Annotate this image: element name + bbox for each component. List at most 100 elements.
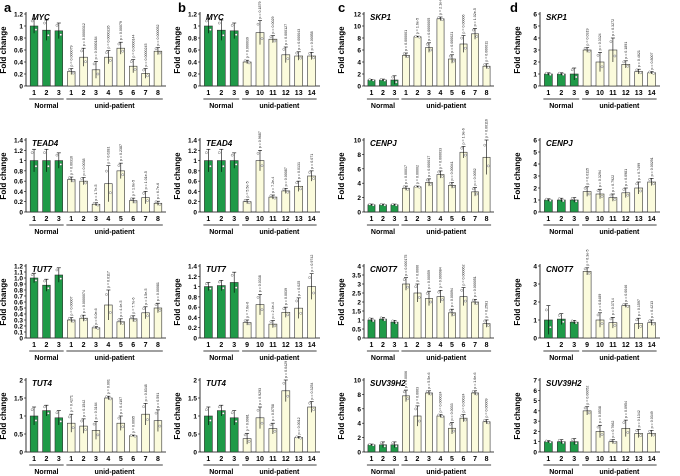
- y-tick-label: 1.2: [14, 12, 23, 19]
- y-tick-label: 1.0: [14, 276, 23, 283]
- replicate-point: [626, 305, 630, 308]
- replicate-point: [154, 47, 158, 50]
- y-tick-label: 1.1: [14, 270, 23, 277]
- gene-title: TUT7: [32, 265, 53, 274]
- replicate-point: [429, 182, 433, 186]
- replicate-point: [55, 268, 59, 272]
- x-tick-label: 8: [156, 456, 160, 463]
- x-tick-label: 1: [404, 342, 408, 349]
- replicate-point: [596, 313, 600, 317]
- bar: [482, 65, 491, 87]
- y-tick-label: 4: [533, 408, 537, 415]
- p-value-label: p = 0.0000312: [82, 23, 86, 46]
- x-tick-label: 3: [393, 342, 397, 349]
- x-tick-label: 2: [559, 216, 563, 223]
- x-tick-label: 3: [57, 342, 61, 349]
- p-value-label: p = 1.6e-5: [416, 18, 420, 34]
- replicate-point: [230, 273, 234, 277]
- replicate-point: [406, 188, 410, 191]
- replicate-point: [429, 48, 433, 52]
- p-value-label: p = 0.9293: [258, 388, 262, 405]
- p-value-label: p = 0.0758: [271, 404, 275, 421]
- group-label-patient: unid-patient: [95, 469, 136, 476]
- y-axis-label: Fold change: [0, 278, 8, 326]
- bar: [42, 284, 51, 339]
- p-value-label: p = 0.00052: [585, 386, 589, 405]
- replicate-point: [394, 80, 398, 84]
- replicate-point: [379, 78, 383, 81]
- x-tick-label: 2: [381, 456, 385, 463]
- group-label-normal: Normal: [209, 469, 233, 476]
- replicate-point: [545, 308, 548, 312]
- x-tick-label: 2: [44, 216, 48, 223]
- replicate-point: [417, 35, 421, 39]
- x-tick-label: 2: [559, 342, 563, 349]
- x-tick-label: 2: [82, 342, 86, 349]
- x-tick-label: 1: [370, 342, 374, 349]
- p-value-label: p = 0.2581: [485, 301, 489, 318]
- x-tick-label: 5: [119, 216, 123, 223]
- replicate-point: [483, 319, 487, 323]
- replicate-point: [154, 411, 158, 415]
- x-tick-label: 3: [572, 456, 576, 463]
- replicate-point: [71, 319, 75, 323]
- gene-title: TUT4: [32, 379, 53, 388]
- replicate-point: [117, 318, 121, 322]
- replicate-point: [129, 433, 133, 437]
- replicate-point: [260, 421, 264, 425]
- replicate-point: [256, 408, 260, 412]
- x-tick-label: 12: [282, 216, 290, 223]
- replicate-point: [71, 71, 75, 75]
- x-tick-label: 14: [648, 342, 656, 349]
- replicate-point: [34, 419, 38, 422]
- replicate-point: [121, 49, 124, 53]
- x-tick-label: 2: [219, 216, 223, 223]
- x-tick-label: 3: [94, 456, 98, 463]
- p-value-label: p = 1.6e-5: [131, 180, 135, 196]
- replicate-point: [471, 187, 475, 191]
- replicate-point: [635, 429, 639, 432]
- x-tick-label: 7: [144, 342, 148, 349]
- y-axis-label: Fold change: [0, 392, 8, 440]
- y-tick-label: 0: [357, 450, 361, 457]
- replicate-point: [635, 318, 639, 322]
- replicate-point: [463, 153, 467, 157]
- p-value-label: p = 0.001: [107, 379, 111, 394]
- x-tick-label: 14: [308, 216, 316, 223]
- p-value-label: p = 0.591: [156, 393, 160, 408]
- replicate-point: [391, 319, 395, 323]
- bar: [307, 406, 316, 453]
- replicate-point: [282, 307, 286, 310]
- x-tick-label: 10: [256, 90, 264, 97]
- x-tick-label: 5: [119, 342, 123, 349]
- y-tick-label: 0: [19, 336, 23, 343]
- replicate-point: [549, 199, 552, 202]
- replicate-point: [80, 177, 83, 180]
- replicate-point: [626, 431, 630, 434]
- replicate-point: [545, 197, 548, 201]
- replicate-point: [59, 420, 63, 423]
- y-tick-label: 0.9: [14, 282, 23, 289]
- bar: [425, 182, 433, 213]
- p-value-label: p = 0.000021: [450, 32, 454, 53]
- y-tick-label: 1: [533, 72, 537, 79]
- y-tick-label: 1.4: [14, 138, 23, 145]
- gene-title: TUT4: [206, 379, 227, 388]
- p-value-label: p = 0.0063: [416, 387, 420, 404]
- replicate-point: [613, 441, 617, 445]
- x-tick-label: 12: [622, 216, 630, 223]
- replicate-point: [371, 443, 375, 447]
- y-tick-label: 0.2: [14, 324, 23, 331]
- x-tick-label: 4: [106, 342, 110, 349]
- p-value-label: p = 0.3294: [598, 170, 602, 187]
- replicate-point: [583, 47, 587, 50]
- y-tick-label: 10: [354, 138, 362, 145]
- y-tick-label: 0.5: [188, 432, 197, 439]
- y-tick-label: 0: [357, 84, 361, 91]
- x-tick-label: 14: [308, 90, 316, 97]
- y-tick-label: 5: [533, 398, 537, 405]
- bar: [621, 305, 631, 339]
